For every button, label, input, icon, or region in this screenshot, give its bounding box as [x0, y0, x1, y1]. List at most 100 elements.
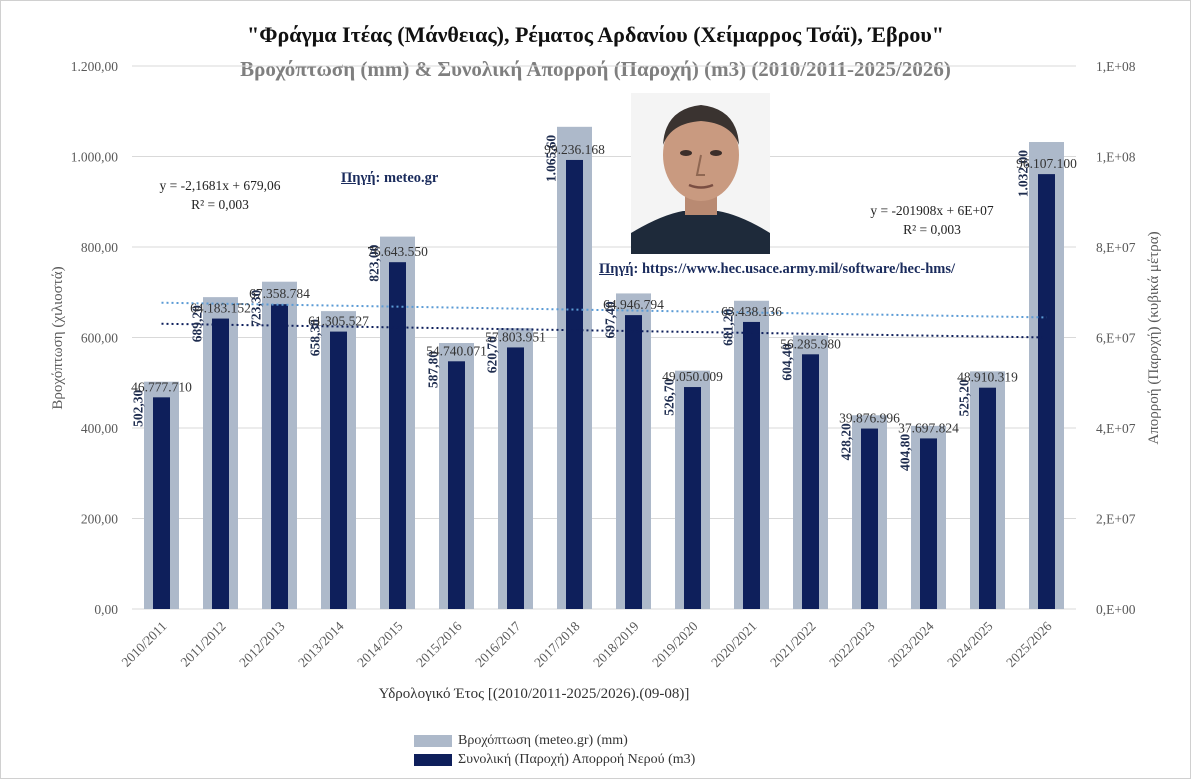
flow-bar [212, 318, 229, 609]
flow-bar [153, 397, 170, 609]
x-tick-label: 2021/2022 [767, 619, 818, 670]
flow-data-label: 96.107.100 [1016, 156, 1077, 171]
flow-bar [271, 304, 288, 609]
rain-trend-r2-text: R² = 0,003 [191, 197, 249, 212]
flow-trend-r2-text: R² = 0,003 [903, 222, 961, 237]
x-tick-label: 2025/2026 [1003, 618, 1055, 670]
x-tick-label: 2011/2012 [178, 619, 229, 670]
flow-data-label: 61.305.527 [308, 314, 369, 329]
x-tick-label: 2019/2020 [649, 618, 701, 670]
rain-data-label: 723,30 [249, 289, 264, 326]
author-portrait-image [631, 93, 770, 254]
flow-data-label: 49.050.009 [662, 369, 723, 384]
flow-bar [684, 387, 701, 609]
legend-swatch-flow [414, 754, 452, 766]
y-right-tick-label: 8,E+07 [1096, 240, 1136, 255]
flow-bar [566, 159, 583, 609]
rain-data-label: 587,80 [426, 351, 441, 388]
flow-data-label: 57.803.951 [485, 329, 546, 344]
legend-label-rain: Βροχόπτωση (meteo.gr) (mm) [458, 733, 628, 748]
y-right-tick-label: 1,E+08 [1096, 150, 1136, 165]
chart-subtitle: Βροχόπτωση (mm) & Συνολική Απορροή (Παρο… [240, 57, 951, 81]
source-hec-text: : https://www.hec.usace.army.mil/softwar… [633, 261, 956, 277]
x-tick-label: 2022/2023 [826, 618, 878, 670]
y-left-axis-title: Βροχόπτωση (χιλιοστά) [50, 266, 66, 409]
rain-trend-eq-text: y = -2,1681x + 679,06 [159, 178, 281, 193]
x-tick-label: 2012/2013 [236, 618, 288, 670]
legend-item-rain: Βροχόπτωση (meteo.gr) (mm) [414, 731, 628, 751]
flow-bar [625, 315, 642, 609]
y-right-tick-label: 1,E+08 [1096, 59, 1136, 74]
flow-data-label: 46.777.710 [131, 379, 192, 394]
x-tick-label: 2018/2019 [590, 618, 642, 670]
flow-data-label: 54.740.071 [426, 343, 487, 358]
flow-bar [861, 428, 878, 609]
y-left-tick-label: 800,00 [81, 240, 118, 255]
y-left-tick-label: 1.200,00 [71, 59, 119, 74]
x-tick-label: 2023/2024 [885, 618, 937, 670]
flow-bar [979, 387, 996, 609]
flow-bar [743, 321, 760, 609]
rain-data-label: 681,20 [721, 309, 736, 346]
source-meteo-label: Πηγή [341, 170, 376, 186]
y-left-tick-label: 1.000,00 [71, 150, 119, 165]
y-left-tick-label: 200,00 [81, 512, 118, 527]
y-right-tick-label: 4,E+07 [1096, 421, 1136, 436]
rain-data-label: 525,20 [957, 379, 972, 416]
source-meteo: Πηγή: meteo.gr [341, 170, 438, 187]
y-right-axis-title: Απορροή (Παροχή) (κυβικά μέτρα) [1146, 231, 1162, 444]
x-tick-label: 2015/2016 [413, 618, 465, 670]
rain-data-label: 428,20 [839, 423, 854, 460]
rain-data-label: 1.065,60 [544, 135, 559, 183]
x-tick-label: 2010/2011 [119, 619, 170, 670]
flow-data-label: 39.876.996 [839, 411, 900, 426]
x-tick-label: 2017/2018 [531, 618, 583, 670]
flow-bar [802, 354, 819, 609]
rain-data-label: 823,00 [367, 244, 382, 281]
flow-data-label: 56.285.980 [780, 336, 841, 351]
rain-data-label: 404,80 [898, 434, 913, 471]
x-tick-label: 2024/2025 [944, 618, 996, 670]
source-hec: Πηγή: https://www.hec.usace.army.mil/sof… [599, 261, 955, 278]
y-left-tick-label: 600,00 [81, 331, 118, 346]
rain-data-label: 502,30 [131, 389, 146, 426]
flow-bar [389, 262, 406, 609]
flow-bar [507, 347, 524, 609]
y-right-tick-label: 2,E+07 [1096, 512, 1136, 527]
y-right-tick-label: 6,E+07 [1096, 331, 1136, 346]
flow-data-label: 64.183.152 [190, 301, 251, 316]
x-axis-title: Υδρολογικό Έτος [(2010/2011-2025/2026).(… [379, 686, 690, 702]
x-tick-label: 2020/2021 [708, 619, 759, 670]
source-meteo-text: : meteo.gr [375, 170, 439, 186]
source-hec-label: Πηγή [599, 261, 634, 277]
rain-data-label: 697,40 [603, 301, 618, 338]
flow-data-label: 99.236.168 [544, 142, 605, 157]
rain-data-label: 1.032,00 [1016, 150, 1031, 198]
x-tick-label: 2016/2017 [472, 618, 524, 670]
rain-trend-equation: y = -2,1681x + 679,06 R² = 0,003 [150, 176, 290, 214]
rain-data-label: 620,70 [485, 336, 500, 373]
flow-data-label: 63.438.136 [721, 304, 782, 319]
flow-bar [920, 438, 937, 609]
y-right-tick-label: 0,E+00 [1096, 602, 1136, 617]
flow-data-label: 37.697.824 [898, 420, 959, 435]
flow-bar [448, 361, 465, 609]
rain-data-label: 526,70 [662, 378, 677, 415]
rain-data-label: 604,40 [780, 343, 795, 380]
flow-data-label: 67.358.784 [249, 286, 310, 301]
legend-label-flow: Συνολική (Παροχή) Απορροή Νερού (m3) [458, 752, 696, 767]
flow-data-label: 76.643.550 [367, 244, 428, 259]
author-photo [631, 93, 770, 254]
legend-item-flow: Συνολική (Παροχή) Απορροή Νερού (m3) [414, 750, 695, 770]
chart-title: "Φράγμα Ιτέας (Μάνθειας), Ρέματος Αρδανί… [247, 22, 944, 47]
x-tick-label: 2014/2015 [354, 618, 406, 670]
flow-data-label: 64.946.794 [603, 297, 664, 312]
rain-data-label: 658,30 [308, 319, 323, 356]
legend-swatch-rain [414, 735, 452, 747]
flow-trend-equation: y = -201908x + 6E+07 R² = 0,003 [852, 201, 1012, 239]
flow-bar [330, 331, 347, 609]
rain-data-label: 689,20 [190, 305, 205, 342]
y-left-tick-label: 0,00 [94, 602, 118, 617]
flow-data-label: 48.910.319 [957, 370, 1018, 385]
